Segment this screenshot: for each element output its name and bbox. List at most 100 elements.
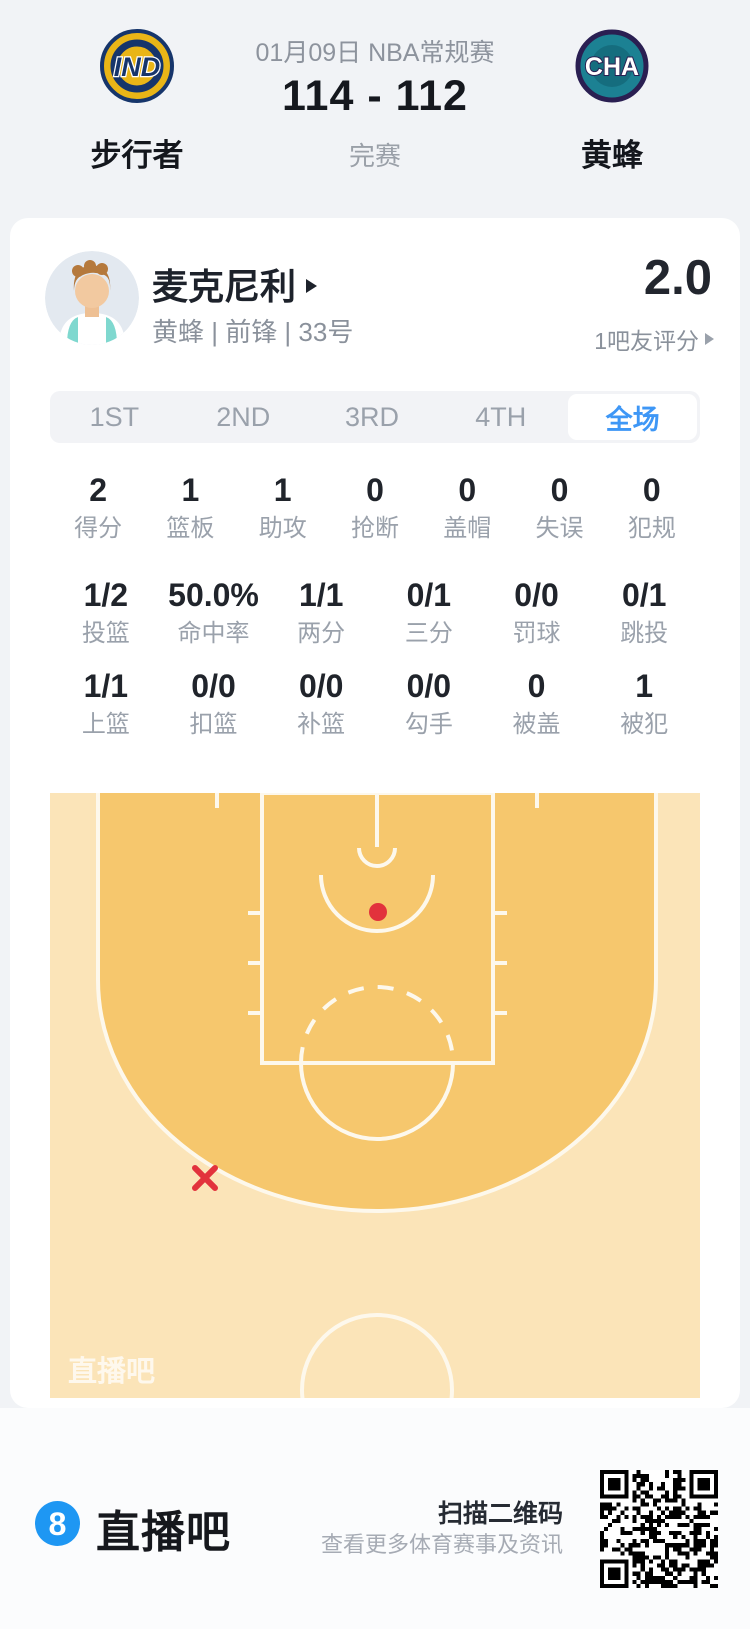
stat-value: 0/0 (298, 668, 344, 704)
player-rating: 2.0 (643, 251, 712, 305)
player-avatar[interactable] (45, 251, 139, 345)
stat-2pt: 1/1 两分 (267, 577, 375, 649)
stat-label: 命中率 (177, 620, 250, 647)
svg-text:8: 8 (49, 1506, 67, 1542)
stat-value: 1/2 (83, 577, 129, 613)
ind-logo-icon: IND (100, 29, 174, 103)
stat-fouled: 1 被犯 (590, 668, 698, 740)
stat-label: 篮板 (166, 515, 215, 542)
stat-label: 扣篮 (189, 711, 238, 738)
stat-fg-pct: 50.0% 命中率 (160, 577, 268, 649)
cha-team-logo[interactable]: CHA (574, 28, 650, 104)
stat-label: 助攻 (258, 515, 307, 542)
stat-label: 投篮 (81, 620, 130, 647)
stat-value: 2 (89, 472, 108, 508)
qr-code (600, 1470, 718, 1588)
svg-text:IND: IND (114, 52, 161, 82)
stat-turnovers: 0 失误 (513, 472, 605, 544)
stat-value: 1/1 (83, 668, 129, 704)
stat-value: 1 (273, 472, 292, 508)
stat-value: 0 (366, 472, 384, 508)
halfcourt-diagram-icon: 直播吧 (50, 793, 700, 1398)
rating-link[interactable]: 1吧友评分 (414, 322, 714, 356)
stat-value: 0/0 (514, 577, 559, 613)
stat-value: 0/1 (621, 577, 667, 613)
stat-label: 上篮 (81, 711, 130, 738)
tab-3rd[interactable]: 3RD (344, 401, 399, 432)
tab-1st[interactable]: 1ST (89, 401, 140, 432)
stat-value: 1 (181, 472, 200, 508)
stat-jumper: 0/1 跳投 (590, 577, 698, 649)
away-team-name: 黄蜂 (581, 138, 643, 173)
player-name-link[interactable]: 麦克尼利 (152, 258, 318, 310)
stat-dunk: 0/0 扣篮 (160, 668, 268, 740)
stat-row-basic: 2 得分 1 篮板 1 助攻 0 抢断 0 盖帽 0 失误 0 犯规 (52, 472, 698, 544)
player-name: 麦克尼利 (152, 266, 297, 307)
stat-label: 得分 (74, 515, 123, 542)
stat-value: 0 (642, 472, 661, 508)
stat-value: 0 (550, 472, 569, 508)
stat-label: 失误 (535, 515, 584, 542)
court-watermark: 直播吧 (68, 1355, 155, 1388)
rating-label: 1吧友评分 (594, 328, 699, 354)
cha-logo-icon: CHA (575, 29, 649, 103)
svg-text:CHA: CHA (585, 53, 639, 81)
stat-layup: 1/1 上篮 (52, 668, 160, 740)
stat-label: 犯规 (627, 515, 676, 542)
tab-full-game[interactable]: 全场 (568, 394, 697, 440)
shot-chart-court: 直播吧 (50, 793, 700, 1398)
game-score: 114 - 112 (282, 72, 468, 120)
zhiboba-logo-text: 直播吧 (96, 1508, 231, 1557)
ind-team-logo[interactable]: IND (99, 28, 175, 104)
made-shot-marker (369, 903, 387, 921)
stat-row-detail: 1/1 上篮 0/0 扣篮 0/0 补篮 0/0 勾手 0 被盖 1 被犯 (52, 668, 698, 740)
stat-label: 盖帽 (443, 515, 492, 542)
stat-label: 罚球 (512, 620, 561, 647)
stat-label: 勾手 (404, 711, 453, 738)
stat-value: 1/1 (298, 577, 344, 613)
game-status: 完赛 (348, 141, 401, 171)
qr-code-icon (600, 1470, 718, 1588)
quarter-tabs: 1ST 2ND 3RD 4TH 全场 (50, 391, 700, 443)
stat-label: 三分 (404, 620, 453, 647)
stat-label: 跳投 (620, 620, 669, 647)
chevron-right-icon (306, 279, 318, 293)
stat-row-shooting: 1/2 投篮 50.0% 命中率 1/1 两分 0/1 三分 0/0 罚球 0/1 跳投 (52, 577, 698, 649)
game-date-label: 01月09日 NBA常规赛 (255, 39, 495, 67)
stat-putback: 0/0 补篮 (267, 668, 375, 740)
stat-label: 被犯 (620, 711, 669, 738)
tab-4th[interactable]: 4TH (475, 401, 527, 432)
stat-rebounds: 1 篮板 (144, 472, 236, 544)
stat-value: 0/1 (406, 577, 452, 613)
stat-steals: 0 抢断 (329, 472, 421, 544)
stat-value: 1 (635, 668, 654, 704)
tab-2nd[interactable]: 2ND (216, 401, 271, 432)
missed-shot-marker (192, 1165, 218, 1191)
stat-points: 2 得分 (52, 472, 144, 544)
stat-assists: 1 助攻 (237, 472, 329, 544)
stat-3pt: 0/1 三分 (375, 577, 483, 649)
stat-value: 0 (458, 472, 477, 508)
stat-label: 被盖 (512, 711, 561, 738)
stat-hook: 0/0 勾手 (375, 668, 483, 740)
stat-blocked: 0 被盖 (483, 668, 591, 740)
chevron-right-icon (705, 333, 714, 345)
stat-blocks: 0 盖帽 (421, 472, 513, 544)
stat-label: 抢断 (350, 515, 399, 542)
stat-fg: 1/2 投篮 (52, 577, 160, 649)
player-meta: 黄蜂 | 前锋 | 33号 (152, 317, 354, 347)
stat-value: 0/0 (406, 668, 452, 704)
stat-value: 0/0 (191, 668, 236, 704)
stat-fouls: 0 犯规 (606, 472, 698, 544)
stat-value: 0 (527, 668, 546, 704)
zhiboba-logo: 8 (35, 1501, 80, 1546)
stat-ft: 0/0 罚球 (483, 577, 591, 649)
home-team-name: 步行者 (90, 138, 184, 173)
qr-subtitle: 查看更多体育赛事及资讯 (320, 1532, 563, 1557)
player-photo-icon (45, 251, 139, 345)
stat-label: 两分 (297, 620, 346, 647)
stat-label: 补篮 (297, 711, 346, 738)
logo-8-icon: 8 (35, 1501, 80, 1546)
stat-value: 50.0% (168, 577, 259, 613)
